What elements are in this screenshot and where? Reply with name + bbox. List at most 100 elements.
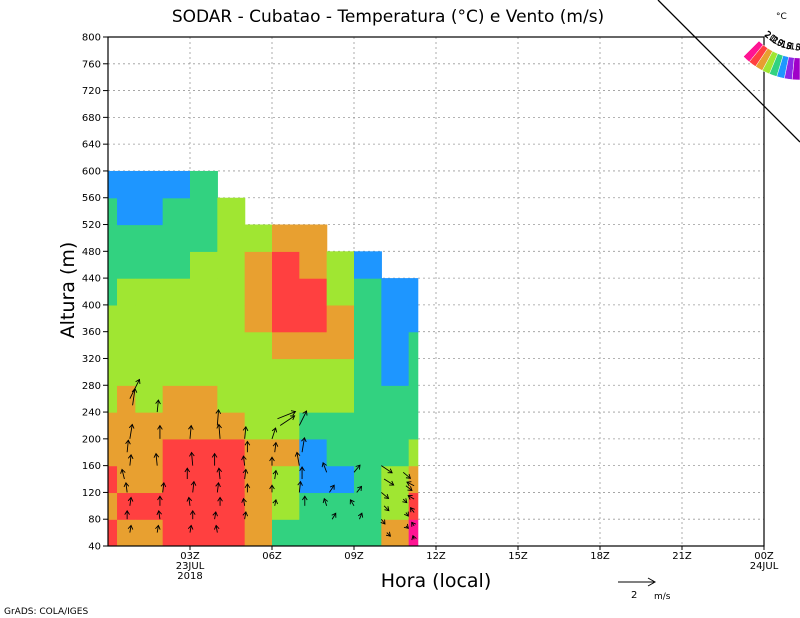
wind-vector: [402, 498, 408, 504]
wind-vector: [383, 478, 395, 486]
wind-vector: [383, 505, 390, 512]
temperature-cell: [108, 304, 118, 333]
wind-vector: [125, 439, 131, 453]
wind-vector: [156, 509, 162, 520]
temperature-cell: [381, 278, 410, 306]
temperature-cell: [117, 251, 136, 279]
temperature-cell: [217, 224, 246, 252]
temperature-cell: [244, 492, 273, 520]
temperature-cell: [326, 385, 355, 413]
temperature-cell: [190, 251, 218, 279]
temperature-cell: [354, 519, 382, 546]
temperature-cell: [117, 170, 136, 199]
temperature-cell: [354, 465, 382, 494]
y-axis-ticks: 40 80 120 160 200 240 280 320 360 400 440 480 520 560…: [82, 33, 108, 553]
wind-vector: [128, 423, 135, 439]
temperature-cell: [190, 197, 218, 226]
temperature-cell: [190, 519, 218, 546]
y-tick-label: 640: [82, 140, 101, 151]
temperature-cell: [326, 465, 355, 494]
temperature-cell: [244, 304, 273, 333]
temperature-cell: [244, 412, 273, 440]
wind-vector: [241, 497, 247, 506]
colorbar-label: 18.5: [780, 40, 800, 54]
temperature-cell: [135, 492, 164, 520]
y-tick-label: 680: [82, 113, 101, 124]
y-tick-label: 160: [82, 461, 101, 472]
y-tick-label: 200: [82, 434, 101, 445]
wind-vector: [215, 409, 222, 426]
temperature-cell: [190, 170, 218, 199]
wind-vector: [357, 512, 364, 520]
wind-vector: [123, 481, 130, 493]
temperature-cell: [117, 385, 136, 413]
y-tick-label: 320: [82, 354, 101, 365]
temperature-cell: [272, 412, 300, 440]
temperature-cell: [299, 492, 328, 520]
y-tick-label: 400: [82, 300, 101, 311]
y-tick-label: 120: [82, 488, 101, 499]
temperature-cell: [381, 465, 410, 494]
temperature-cell: [326, 331, 355, 360]
temperature-cell: [135, 304, 164, 333]
wind-vector: [277, 410, 297, 420]
wind-vector: [403, 523, 409, 529]
wind-vector: [242, 511, 249, 520]
temperature-cell: [217, 519, 246, 546]
temperature-cell: [272, 278, 300, 306]
wind-vector: [406, 481, 415, 487]
temperature-cell: [135, 519, 164, 546]
wind-vector: [215, 481, 221, 493]
wind-vector: [272, 498, 278, 506]
wind-vector: [212, 511, 218, 520]
wind-vector: [187, 524, 194, 533]
wind-vector: [241, 455, 247, 466]
temperature-cell: [381, 492, 410, 520]
temperature-cell: [117, 519, 136, 546]
wind-vector: [157, 495, 163, 506]
wind-vector: [321, 461, 328, 473]
wind-vector: [155, 399, 161, 413]
wind-vector: [405, 485, 413, 492]
wind-vector: [216, 467, 223, 480]
wind-vector: [217, 496, 223, 506]
temperature-cell: [217, 438, 246, 467]
wind-vector: [127, 524, 134, 533]
wind-vector: [189, 451, 195, 466]
temperature-cell: [108, 438, 118, 467]
y-tick-label: 480: [82, 247, 101, 258]
temperature-cell: [108, 224, 118, 252]
wind-vector: [242, 426, 249, 439]
temperature-cell: [108, 465, 118, 494]
temperature-cell: [326, 304, 355, 333]
temperature-cell: [108, 358, 118, 386]
temperature-cell: [272, 224, 300, 252]
temperature-cell: [272, 251, 300, 279]
temperature-cell: [272, 492, 300, 520]
plot-grid: [108, 37, 764, 546]
wind-vector: [244, 440, 251, 453]
colorbar-label: 18: [789, 42, 800, 53]
wind-vector: [411, 521, 417, 527]
wind-vector: [411, 534, 417, 541]
y-tick-label: 40: [88, 542, 101, 553]
wind-vector: [301, 437, 307, 453]
temperature-cell: [299, 358, 328, 386]
temperature-cell: [190, 331, 218, 360]
temperature-cell: [217, 197, 246, 226]
wind-vector: [322, 497, 329, 506]
wind-vector: [127, 453, 134, 466]
temperature-cell: [326, 278, 355, 306]
temperature-cell: [162, 278, 191, 306]
temperature-cell: [354, 331, 382, 360]
temperature-cell: [408, 358, 419, 386]
wind-vector: [385, 531, 391, 537]
wind-vector: [272, 441, 279, 453]
temperature-cell: [162, 492, 191, 520]
temperature-cell: [272, 358, 300, 386]
y-tick-label: 760: [82, 59, 101, 70]
wind-vector: [279, 415, 296, 426]
colorbar-label: 19: [779, 39, 793, 52]
temperature-cell: [408, 412, 419, 440]
